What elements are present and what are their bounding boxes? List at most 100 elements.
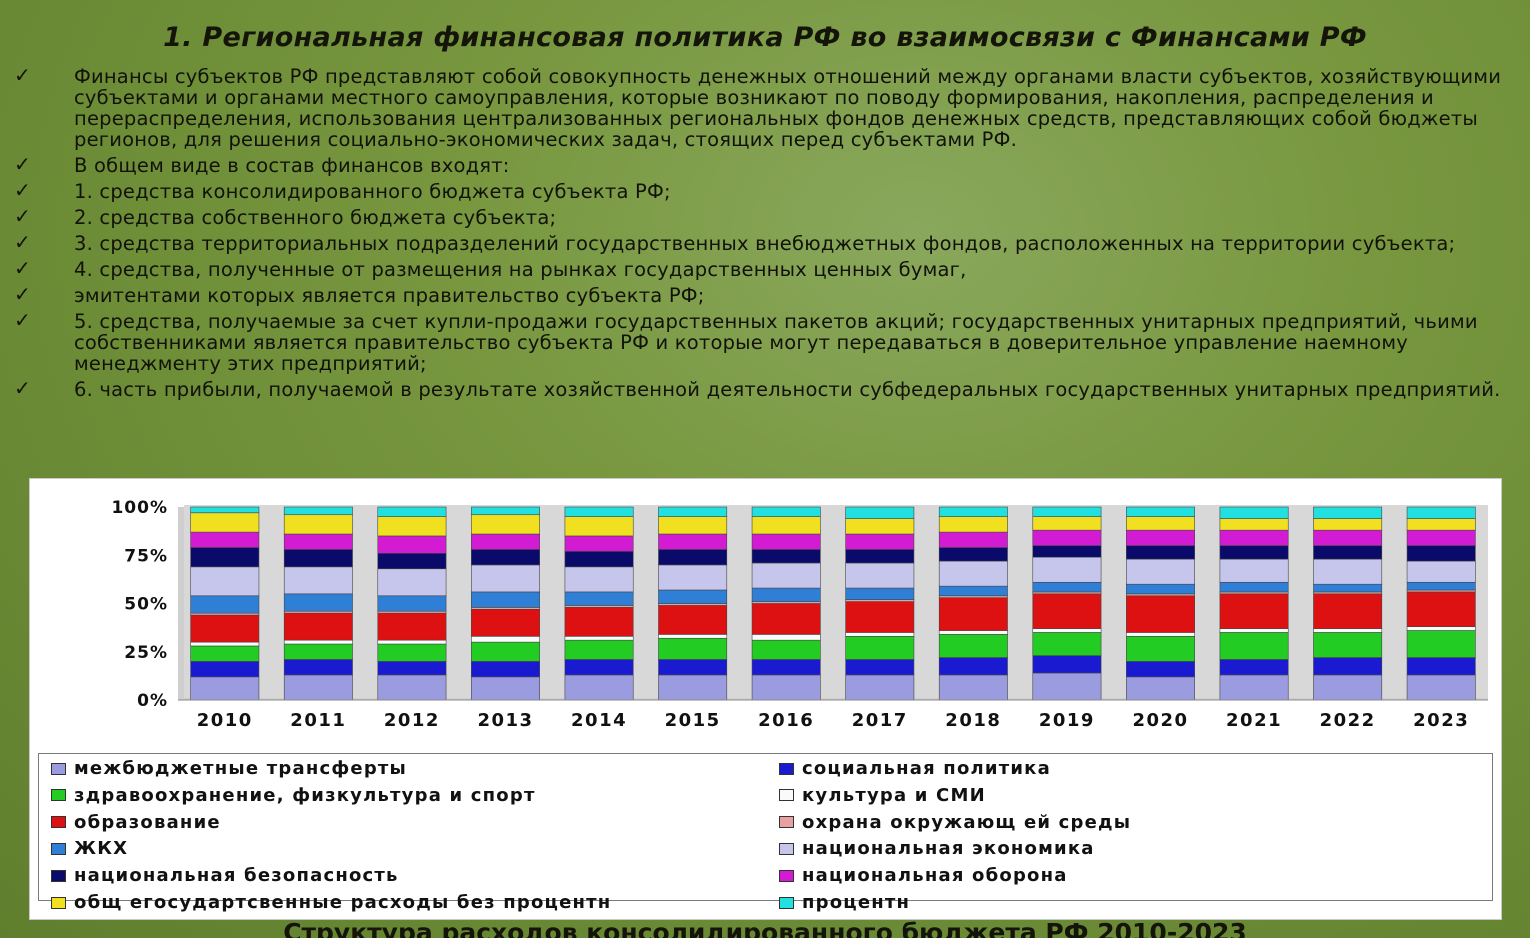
- bar-segment: [1032, 516, 1102, 531]
- bar-segment: [1032, 632, 1102, 656]
- x-tick-label: 2016: [758, 710, 814, 731]
- bar-segment: [1126, 661, 1195, 678]
- bar-segment: [1219, 632, 1289, 660]
- legend-label: национальная экономика: [802, 838, 1095, 860]
- legend-item: культура и СМИ: [779, 785, 986, 806]
- bar-segment: [1406, 657, 1476, 676]
- legend-item: ЖКХ: [51, 838, 128, 859]
- bar-segment: [283, 506, 353, 516]
- bar-segment: [1032, 655, 1102, 674]
- bar-segment: [190, 661, 260, 678]
- bar-segment: [564, 566, 634, 593]
- bar-segment: [1032, 529, 1102, 546]
- chart-legend: межбюджетные трансферты социальная полити…: [38, 753, 1493, 913]
- bar-segment: [564, 516, 634, 537]
- bullet-item: ✓ 1. средства консолидированного бюджета …: [14, 180, 1514, 203]
- bar-segment: [1219, 581, 1289, 593]
- bar-segment: [564, 591, 634, 606]
- bar-segment: [377, 639, 447, 645]
- legend-swatch: [779, 842, 794, 855]
- bar-segment: [1406, 581, 1476, 591]
- bullet-item: ✓ 3. средства территориальных подразделен…: [14, 232, 1514, 255]
- bar-segment: [658, 605, 728, 635]
- stacked-bar-chart: 0% 25% 50% 75% 100% 2010 2011 2012 2013 2014 2015 2…: [111, 498, 1488, 731]
- bar-segment: [1313, 674, 1383, 701]
- bar-segment: [938, 560, 1008, 587]
- checkmark-icon: ✓: [14, 308, 31, 332]
- bar-segment: [471, 506, 540, 516]
- bar-segment: [751, 516, 821, 535]
- bar-segment: [1406, 529, 1476, 546]
- bar-segment: [377, 674, 447, 701]
- chart-caption: Структура расходов консолидированного бю…: [283, 918, 1247, 938]
- bullet-text: 5. средства, получаемые за счет купли-пр…: [74, 310, 1478, 375]
- bar-segment: [1032, 593, 1102, 629]
- checkmark-icon: ✓: [14, 152, 31, 176]
- slide-title: 1. Региональная финансовая политика РФ в…: [163, 22, 1367, 53]
- bullet-list: ✓ Финансы субъектов РФ представляют собой…: [14, 65, 1514, 405]
- bar-segment: [190, 641, 260, 647]
- bar-segment: [938, 674, 1008, 701]
- legend-swatch: [51, 896, 66, 909]
- legend-label: общ егосудартсвенные расходы без процент…: [74, 892, 612, 913]
- bar-segment: [1406, 560, 1476, 583]
- bar-segment: [845, 562, 915, 589]
- bullet-item: ✓ 4. средства, полученные от размещения н…: [14, 258, 1514, 281]
- bar-segment: [938, 547, 1008, 562]
- bar-segment: [190, 614, 260, 643]
- legend-label: культура и СМИ: [802, 784, 986, 806]
- bar-segment: [751, 587, 821, 602]
- bullet-item: ✓ Финансы субъектов РФ представляют собой…: [14, 65, 1514, 151]
- bar-segment: [190, 531, 260, 548]
- bullet-text: 6. часть прибыли, получаемой в результат…: [74, 378, 1501, 401]
- bar-segment: [658, 564, 728, 591]
- legend-item: национальная экономика: [779, 838, 1095, 859]
- bullet-text: 2. средства собственного бюджета субъект…: [74, 206, 557, 229]
- bar-segment: [751, 562, 821, 589]
- legend-swatch: [51, 842, 66, 855]
- legend-item: охрана окружающ ей среды: [779, 812, 1131, 833]
- legend-item: процентн: [779, 892, 910, 913]
- bar-segment: [1032, 556, 1102, 583]
- x-tick-label: 2013: [477, 710, 533, 731]
- x-tick-label: 2017: [852, 710, 908, 731]
- bar-segment: [283, 514, 353, 535]
- bar-segment: [1219, 659, 1289, 676]
- bullet-item: ✓ В общем виде в состав финансов входят:: [14, 152, 1514, 177]
- legend-swatch: [51, 762, 66, 775]
- bar-segment: [1406, 626, 1476, 631]
- bar-segment: [564, 506, 634, 517]
- bar-segment: [471, 676, 540, 701]
- bar-segment: [1313, 657, 1383, 676]
- bar-segment: [564, 659, 634, 676]
- bar-segment: [751, 533, 821, 550]
- bar-segment: [658, 589, 728, 604]
- bar-segment: [471, 636, 540, 643]
- bar-segment: [283, 639, 353, 645]
- bullet-item: ✓ 5. средства, получаемые за счет купли-п…: [14, 308, 1514, 375]
- bar-segment: [1313, 632, 1383, 658]
- bar-segment: [845, 587, 915, 600]
- bar-segment: [751, 674, 821, 701]
- bar-segment: [751, 659, 821, 676]
- checkmark-icon: ✓: [14, 204, 31, 228]
- bar-segment: [1032, 545, 1102, 558]
- legend-label: национальная оборона: [802, 865, 1068, 887]
- bar-segment: [1406, 518, 1476, 531]
- bar-segment: [377, 535, 447, 554]
- legend-item: социальная политика: [779, 758, 1051, 779]
- x-tick-label: 2015: [665, 710, 721, 731]
- bar-segment: [1126, 632, 1195, 637]
- bar-segment: [845, 674, 915, 701]
- bar-segment: [845, 506, 915, 519]
- legend-swatch: [51, 816, 66, 829]
- bullet-text: Финансы субъектов РФ представляют собой …: [74, 65, 1502, 151]
- bar-segment: [564, 636, 634, 641]
- bar-segment: [1313, 518, 1383, 531]
- y-tick-label: 100%: [111, 498, 168, 518]
- bar-segment: [283, 612, 353, 641]
- legend-label: образование: [74, 811, 221, 833]
- bar-segment: [938, 634, 1008, 658]
- bar-segment: [1406, 506, 1476, 519]
- bar-segment: [564, 607, 634, 637]
